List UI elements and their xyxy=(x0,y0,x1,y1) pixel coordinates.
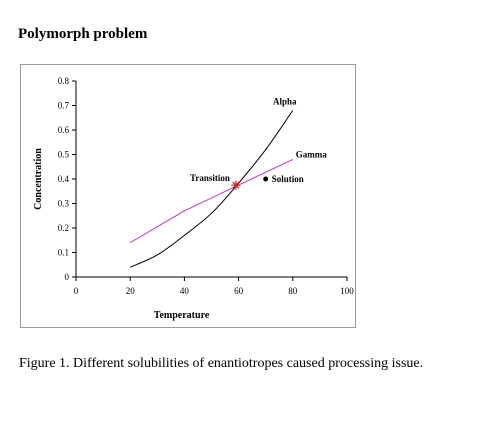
transition-label: Transition xyxy=(190,173,230,183)
solution-label: Solution xyxy=(272,174,304,184)
y-tick-label: 0.3 xyxy=(58,199,70,209)
solution-marker xyxy=(263,176,269,182)
x-tick-label: 80 xyxy=(288,286,298,296)
transition-marker xyxy=(232,181,240,189)
series-label-alpha: Alpha xyxy=(273,96,297,106)
y-tick-label: 0.1 xyxy=(58,248,69,258)
x-tick-label: 100 xyxy=(340,286,354,296)
page-heading: Polymorph problem xyxy=(18,26,148,42)
series-layer: Alpha Gamma xyxy=(129,96,327,268)
y-tick-label: 0.6 xyxy=(58,125,70,135)
y-tick-label: 0.2 xyxy=(58,223,69,233)
y-axis-title: Concentration xyxy=(33,148,44,210)
x-tick-label: 20 xyxy=(126,286,136,296)
chart-area: 0 0.1 0.2 0.3 0.4 0.5 0.6 0.7 0.8 0 20 40 60 80 100 Al… xyxy=(20,64,356,328)
line-chart: 0 0.1 0.2 0.3 0.4 0.5 0.6 0.7 0.8 0 20 40 60 80 100 Al… xyxy=(33,76,355,321)
y-tick-label: 0.5 xyxy=(58,150,70,160)
series-label-gamma: Gamma xyxy=(296,149,327,159)
y-tick-label: 0.7 xyxy=(58,101,70,111)
x-axis-title: Temperature xyxy=(154,310,210,321)
x-tick-label: 0 xyxy=(74,286,79,296)
y-tick-label: 0 xyxy=(65,272,70,282)
figure-caption: Figure 1. Different solubilities of enan… xyxy=(19,356,424,371)
series-line-gamma xyxy=(129,158,294,244)
series-line-alpha xyxy=(129,110,294,268)
y-tick-label: 0.4 xyxy=(58,174,70,184)
chart-axes: 0 0.1 0.2 0.3 0.4 0.5 0.6 0.7 0.8 0 20 40 60 80 100 xyxy=(58,76,355,296)
y-tick-label: 0.8 xyxy=(58,76,70,86)
annotation-layer: Transition Solution xyxy=(190,173,304,190)
x-tick-label: 40 xyxy=(180,286,190,296)
x-tick-label: 60 xyxy=(234,286,244,296)
